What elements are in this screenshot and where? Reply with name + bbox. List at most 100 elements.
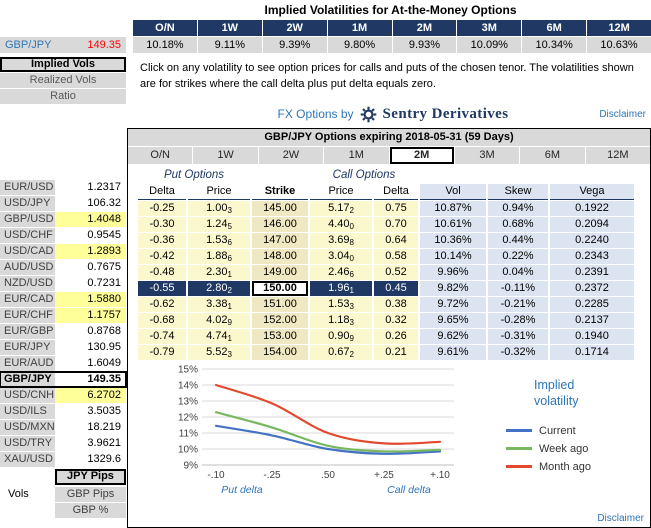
call-price-cell[interactable]: 1.533 [310,297,372,312]
skew-cell[interactable]: 0.94% [488,201,548,216]
strike-cell[interactable]: 152.00 [252,313,308,328]
put-price-cell[interactable]: 1.245 [188,217,250,232]
option-row-154.00[interactable]: -0.79 5.523 154.00 0.672 0.21 9.61% -0.32% 0.17… [138,345,634,360]
gbp-pips-button[interactable]: GBP Pips [55,487,126,502]
pair-row-EUR-AUD[interactable]: EUR/AUD 1.6049 [0,356,126,371]
strike-cell[interactable]: 153.00 [252,329,308,344]
tab-1M[interactable]: 1M [324,147,389,164]
call-price-cell[interactable]: 4.400 [310,217,372,232]
option-row-148.00[interactable]: -0.42 1.886 148.00 3.040 0.58 10.14% 0.22% 0.23… [138,249,634,264]
vol-cell[interactable]: 10.87% [420,201,486,216]
call-delta-cell[interactable]: 0.52 [374,265,418,280]
call-delta-cell[interactable]: 0.64 [374,233,418,248]
pair-row-USD-MXN[interactable]: USD/MXN 18.219 [0,420,126,435]
realized-vols-button[interactable]: Realized Vols [0,73,126,88]
pair-row-EUR-USD[interactable]: EUR/USD 1.2317 [0,180,126,195]
skew-cell[interactable]: -0.28% [488,313,548,328]
tenor-header-1W[interactable]: 1W [197,20,262,36]
skew-cell[interactable]: -0.11% [488,281,548,296]
call-price-cell[interactable]: 0.672 [310,345,372,360]
vega-cell[interactable]: 0.1940 [550,329,634,344]
tab-3M[interactable]: 3M [454,147,520,164]
option-row-150.00[interactable]: -0.55 2.802 150.00 1.961 0.45 9.82% -0.11% 0.23… [138,281,634,296]
jpy-pips-button[interactable]: JPY Pips [55,469,126,485]
call-delta-cell[interactable]: 0.26 [374,329,418,344]
ratio-button[interactable]: Ratio [0,89,126,104]
tenor-header-3M[interactable]: 3M [457,20,522,36]
atm-vol-2W[interactable]: 9.39% [262,37,327,53]
pair-row-EUR-CHF[interactable]: EUR/CHF 1.1757 [0,308,126,323]
call-delta-cell[interactable]: 0.32 [374,313,418,328]
option-row-147.00[interactable]: -0.36 1.536 147.00 3.698 0.64 10.36% 0.44% 0.22… [138,233,634,248]
pair-row-USD-TRY[interactable]: USD/TRY 3.9621 [0,436,126,451]
call-price-cell[interactable]: 3.040 [310,249,372,264]
put-delta-cell[interactable]: -0.25 [138,201,186,216]
pair-row-EUR-CAD[interactable]: EUR/CAD 1.5880 [0,292,126,307]
strike-cell[interactable]: 151.00 [252,297,308,312]
put-price-cell[interactable]: 4.741 [188,329,250,344]
strike-cell[interactable]: 145.00 [252,201,308,216]
put-delta-cell[interactable]: -0.79 [138,345,186,360]
option-row-149.00[interactable]: -0.48 2.301 149.00 2.466 0.52 9.96% 0.04% 0.239… [138,265,634,280]
put-delta-cell[interactable]: -0.55 [138,281,186,296]
skew-cell[interactable]: 0.22% [488,249,548,264]
atm-vol-3M[interactable]: 10.09% [457,37,522,53]
vol-cell[interactable]: 10.14% [420,249,486,264]
gbp-percent-button[interactable]: GBP % [55,503,126,518]
pair-row-USD-CAD[interactable]: USD/CAD 1.2893 [0,244,126,259]
put-delta-cell[interactable]: -0.42 [138,249,186,264]
pair-row-USD-ILS[interactable]: USD/ILS 3.5035 [0,404,126,419]
pair-row-USD-JPY[interactable]: USD/JPY 106.32 [0,196,126,211]
vega-cell[interactable]: 0.1714 [550,345,634,360]
tenor-header-6M[interactable]: 6M [522,20,587,36]
vega-cell[interactable]: 0.2343 [550,249,634,264]
call-price-cell[interactable]: 1.183 [310,313,372,328]
vol-cell[interactable]: 9.82% [420,281,486,296]
disclaimer-link-bottom[interactable]: Disclaimer [597,513,644,524]
atm-vol-1M[interactable]: 9.80% [327,37,392,53]
put-price-cell[interactable]: 4.029 [188,313,250,328]
strike-cell[interactable]: 154.00 [252,345,308,360]
call-delta-cell[interactable]: 0.21 [374,345,418,360]
tenor-header-O/N[interactable]: O/N [133,20,197,36]
vega-cell[interactable]: 0.2094 [550,217,634,232]
call-price-cell[interactable]: 5.172 [310,201,372,216]
option-row-151.00[interactable]: -0.62 3.381 151.00 1.533 0.38 9.72% -0.21% 0.22… [138,297,634,312]
strike-cell[interactable]: 148.00 [252,249,308,264]
vega-cell[interactable]: 0.2372 [550,281,634,296]
call-delta-cell[interactable]: 0.45 [374,281,418,296]
pair-row-GBP-USD[interactable]: GBP/USD 1.4048 [0,212,126,227]
vega-cell[interactable]: 0.2285 [550,297,634,312]
put-delta-cell[interactable]: -0.68 [138,313,186,328]
put-price-cell[interactable]: 2.301 [188,265,250,280]
vol-cell[interactable]: 9.72% [420,297,486,312]
skew-cell[interactable]: -0.21% [488,297,548,312]
put-delta-cell[interactable]: -0.74 [138,329,186,344]
tab-2W[interactable]: 2W [258,147,324,164]
pair-row-EUR-JPY[interactable]: EUR/JPY 130.95 [0,340,126,355]
disclaimer-link-top[interactable]: Disclaimer [599,109,646,120]
put-price-cell[interactable]: 3.381 [188,297,250,312]
put-delta-cell[interactable]: -0.62 [138,297,186,312]
atm-vol-O/N[interactable]: 10.18% [133,37,197,53]
tenor-header-12M[interactable]: 12M [587,20,651,36]
option-row-152.00[interactable]: -0.68 4.029 152.00 1.183 0.32 9.65% -0.28% 0.21… [138,313,634,328]
strike-cell[interactable]: 147.00 [252,233,308,248]
strike-cell[interactable]: 149.00 [252,265,308,280]
strike-cell[interactable]: 150.00 [252,281,308,296]
pair-row-USD-CNH[interactable]: USD/CNH 6.2702 [0,388,126,403]
put-delta-cell[interactable]: -0.30 [138,217,186,232]
tab-6M[interactable]: 6M [520,147,585,164]
vega-cell[interactable]: 0.2240 [550,233,634,248]
put-price-cell[interactable]: 1.003 [188,201,250,216]
call-price-cell[interactable]: 2.466 [310,265,372,280]
pair-row-XAU-USD[interactable]: XAU/USD 1329.6 [0,452,126,467]
call-delta-cell[interactable]: 0.38 [374,297,418,312]
tenor-header-1M[interactable]: 1M [327,20,392,36]
tenor-header-2M[interactable]: 2M [392,20,457,36]
atm-vol-2M[interactable]: 9.93% [392,37,457,53]
tab-1W[interactable]: 1W [193,147,258,164]
call-delta-cell[interactable]: 0.58 [374,249,418,264]
put-delta-cell[interactable]: -0.36 [138,233,186,248]
tab-O/N[interactable]: O/N [128,147,193,164]
